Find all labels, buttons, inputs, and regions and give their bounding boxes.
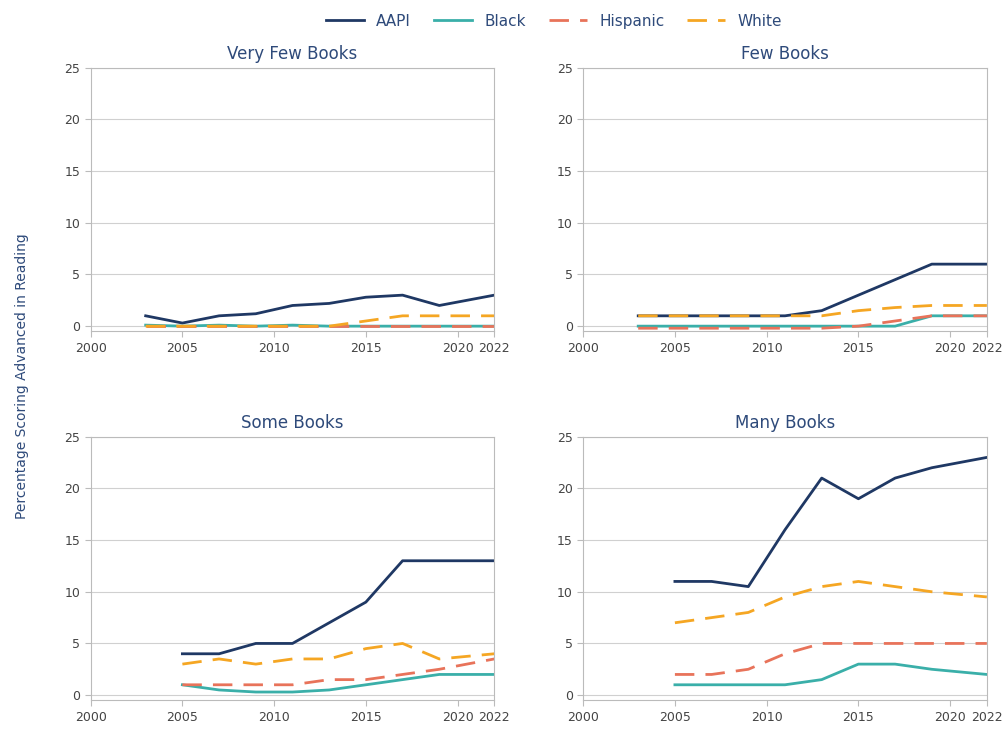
Title: Many Books: Many Books: [735, 414, 835, 432]
Title: Some Books: Some Books: [242, 414, 343, 432]
Text: Percentage Scoring Advanced in Reading: Percentage Scoring Advanced in Reading: [15, 233, 29, 520]
Legend: AAPI, Black, Hispanic, White: AAPI, Black, Hispanic, White: [319, 8, 788, 35]
Title: Few Books: Few Books: [741, 45, 829, 63]
Title: Very Few Books: Very Few Books: [228, 45, 357, 63]
